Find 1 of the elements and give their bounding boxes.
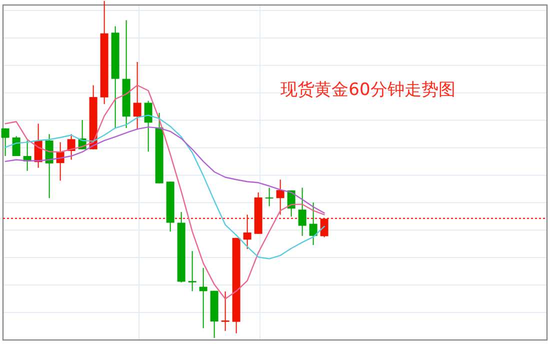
text: 现货黄金60分钟走势图 xyxy=(280,80,456,100)
